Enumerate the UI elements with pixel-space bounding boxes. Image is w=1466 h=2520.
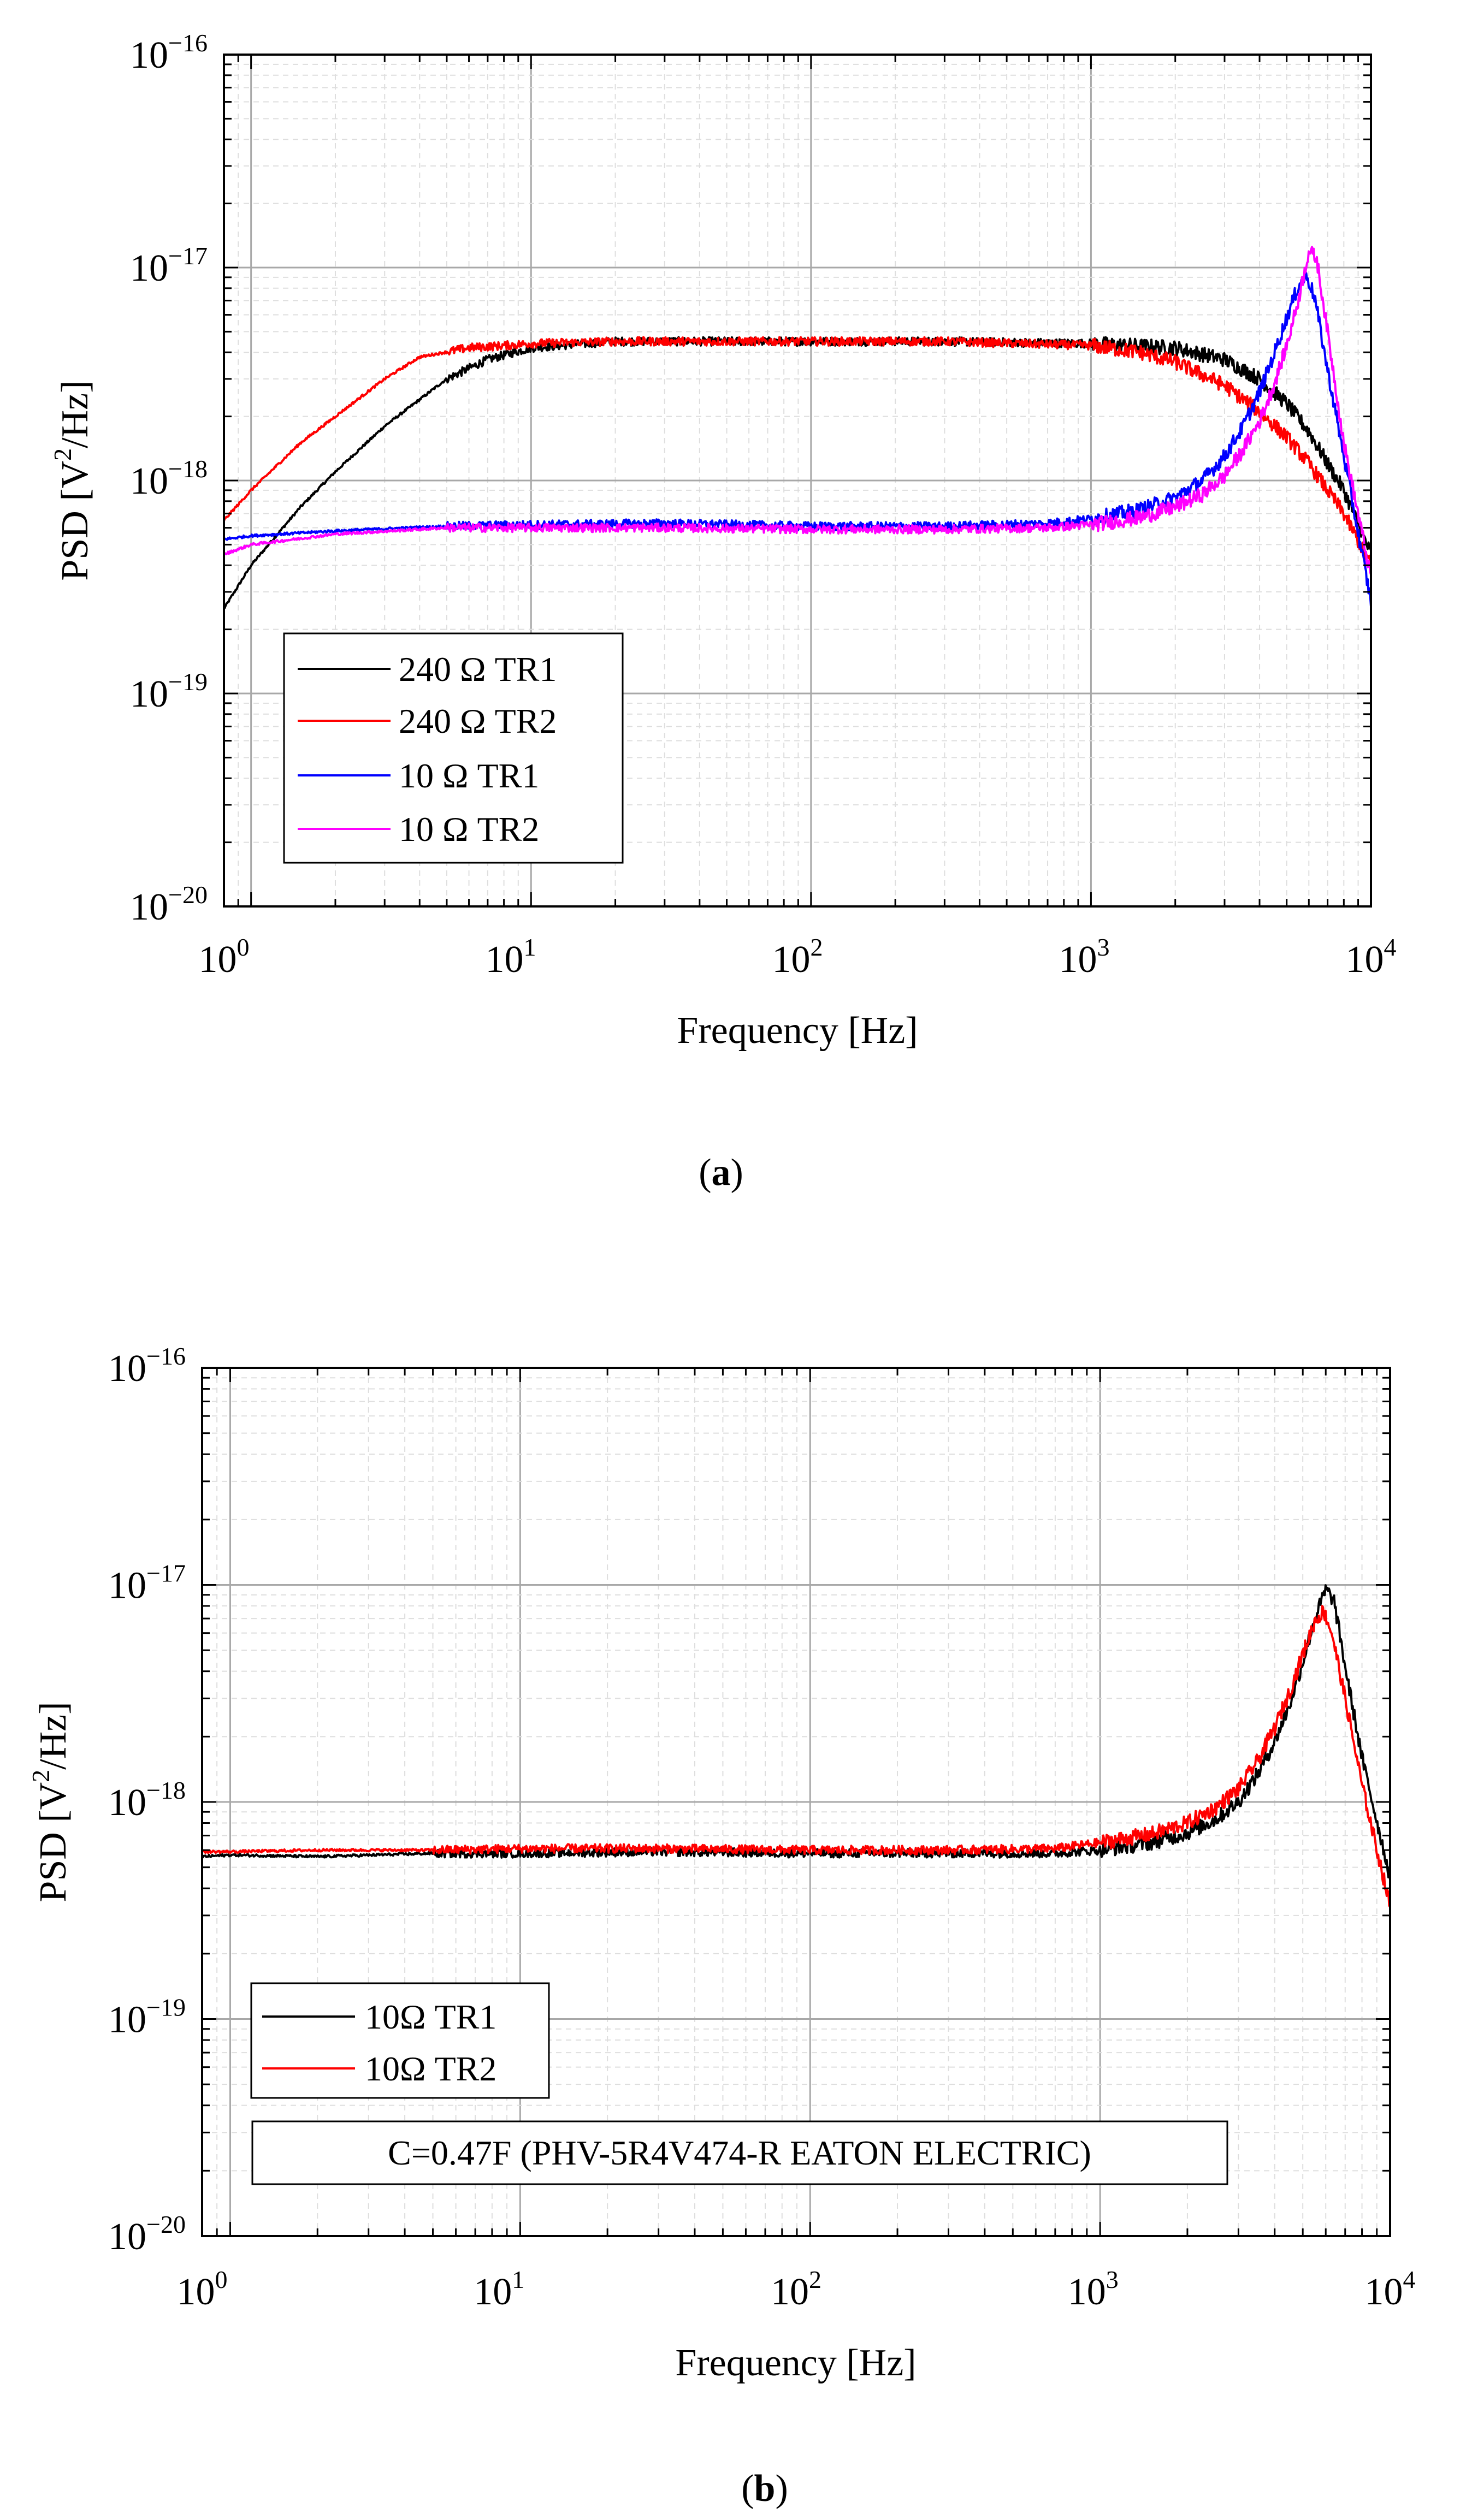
x-tick-label: 101 [474, 2266, 524, 2313]
x-tick-label: 103 [1059, 933, 1110, 981]
legend-label: 240 Ω TR2 [399, 702, 557, 740]
x-tick-label: 102 [771, 2266, 821, 2313]
ticks-a [223, 54, 1372, 908]
chart-panel-b: 100 101 102 103 104 10−20 10−19 10−18 10… [27, 1342, 1416, 2510]
annotation-b: C=0.47F (PHV-5R4V474-R EATON ELECTRIC) [251, 2120, 1228, 2185]
legend-box [283, 632, 624, 864]
y-tick-label: 10−17 [108, 1560, 186, 1607]
x-axis-title: Frequency [Hz] [677, 1010, 918, 1052]
y-axis-title: PSD [V2/Hz] [49, 380, 96, 580]
x-tick-label: 104 [1365, 2266, 1416, 2313]
series-b [201, 1584, 1391, 1908]
legend-label: 10 Ω TR1 [399, 756, 539, 795]
annotation-text: C=0.47F (PHV-5R4V474-R EATON ELECTRIC) [388, 2133, 1091, 2172]
y-tick-label: 10−17 [130, 242, 208, 289]
series-line [223, 336, 1372, 609]
y-tick-label: 10−19 [108, 1994, 186, 2041]
legend-label: 240 Ω TR1 [399, 650, 557, 689]
legend-a: 240 Ω TR1 240 Ω TR2 10 Ω TR1 10 Ω TR2 [283, 632, 624, 864]
legend-box [250, 1982, 550, 2099]
series-line [201, 1605, 1391, 1908]
chart-panel-a: 100 101 102 103 104 10−20 10−19 10−18 10… [49, 29, 1397, 1194]
annotation-box [251, 2120, 1228, 2185]
y-tick-label: 10−16 [108, 1342, 186, 1390]
series-line [223, 246, 1372, 575]
legend-label: 10Ω TR1 [365, 1997, 496, 2036]
y-tick-label: 10−20 [130, 881, 208, 928]
y-axis-title: PSD [V2/Hz] [27, 1701, 74, 1902]
x-tick-label: 100 [177, 2266, 228, 2313]
grid-a [223, 54, 1372, 908]
y-tick-label: 10−20 [108, 2210, 186, 2258]
caption-a: (a) [699, 1152, 743, 1194]
x-tick-label: 101 [486, 933, 536, 981]
y-tick-label: 10−18 [130, 455, 208, 502]
series-a [223, 246, 1372, 609]
series-line [201, 1584, 1391, 1880]
ticks-b [201, 1367, 1391, 2237]
series-line [223, 336, 1372, 566]
x-tick-label: 104 [1346, 933, 1397, 981]
y-tick-label: 10−16 [130, 29, 208, 76]
caption-b: (b) [741, 2468, 788, 2510]
legend-label: 10 Ω TR2 [399, 810, 539, 849]
x-tick-label: 103 [1068, 2266, 1119, 2313]
y-tick-label: 10−19 [130, 668, 208, 715]
legend-label: 10Ω TR2 [365, 2049, 496, 2088]
legend-b: 10Ω TR1 10Ω TR2 [250, 1982, 550, 2099]
x-tick-label: 102 [772, 933, 823, 981]
x-tick-label: 100 [199, 933, 250, 981]
y-tick-label: 10−18 [108, 1776, 186, 1824]
x-axis-title: Frequency [Hz] [675, 2342, 916, 2384]
